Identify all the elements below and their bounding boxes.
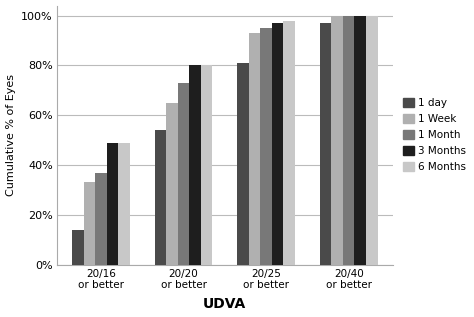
Bar <box>72 230 84 265</box>
Bar <box>118 143 130 265</box>
Bar <box>178 83 190 265</box>
Bar <box>166 103 178 265</box>
Bar <box>95 172 107 265</box>
Bar <box>190 65 201 265</box>
Bar <box>260 28 272 265</box>
Bar <box>155 130 166 265</box>
Legend: 1 day, 1 Week, 1 Month, 3 Months, 6 Months: 1 day, 1 Week, 1 Month, 3 Months, 6 Mont… <box>401 96 468 174</box>
Bar <box>84 183 95 265</box>
Bar <box>107 143 118 265</box>
Bar <box>331 16 343 265</box>
Bar <box>343 16 355 265</box>
Bar <box>355 16 366 265</box>
Bar <box>320 23 331 265</box>
Bar <box>237 63 249 265</box>
Bar <box>366 16 378 265</box>
X-axis label: UDVA: UDVA <box>203 297 246 311</box>
Bar <box>283 21 295 265</box>
Bar <box>249 33 260 265</box>
Bar <box>272 23 283 265</box>
Bar <box>201 65 212 265</box>
Y-axis label: Cumulative % of Eyes: Cumulative % of Eyes <box>6 74 16 196</box>
